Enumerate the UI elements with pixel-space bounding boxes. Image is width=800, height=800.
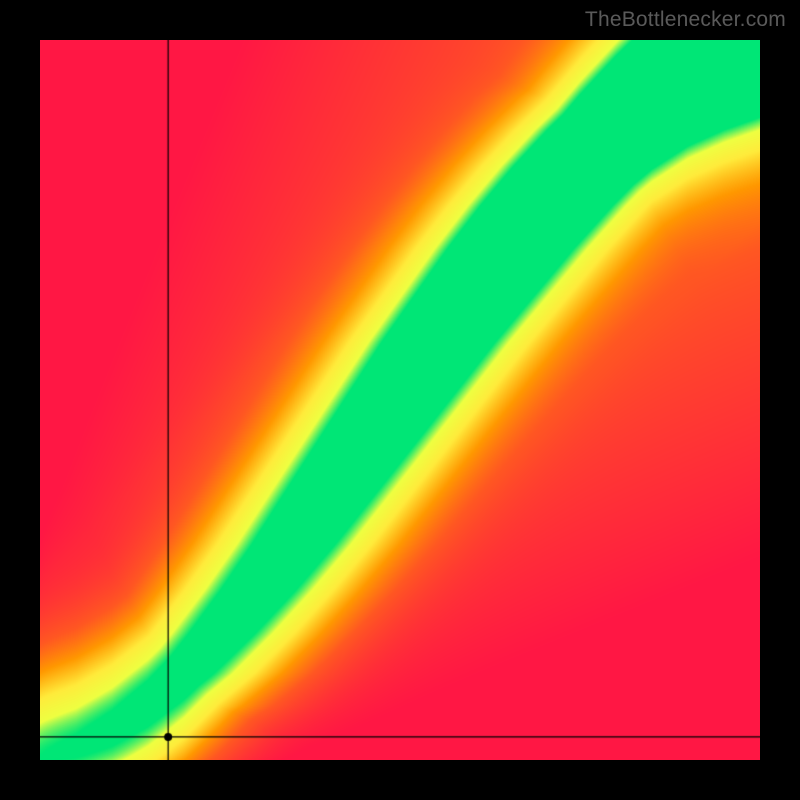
chart-container: TheBottlenecker.com bbox=[0, 0, 800, 800]
watermark-text: TheBottlenecker.com bbox=[585, 8, 786, 32]
bottleneck-heatmap bbox=[40, 40, 760, 760]
